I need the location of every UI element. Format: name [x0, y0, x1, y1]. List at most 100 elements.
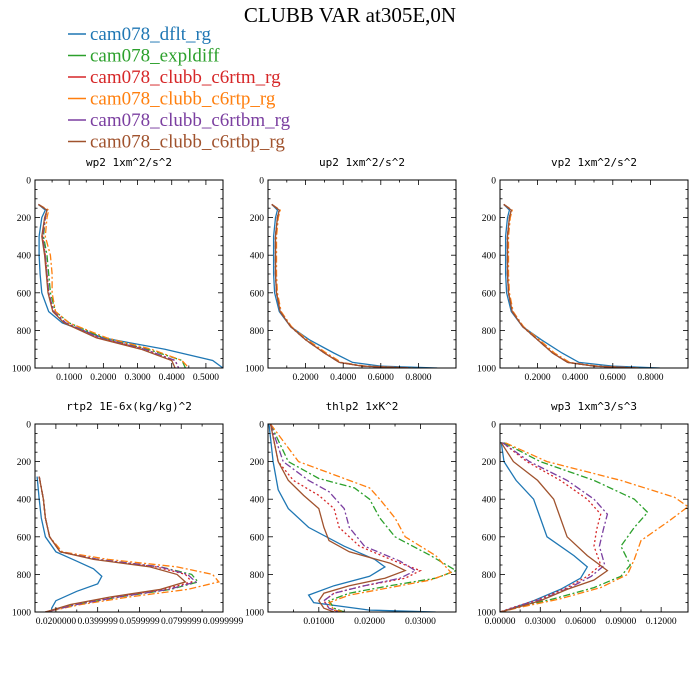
x-tick-label: 0.12000 — [646, 617, 677, 627]
legend-label: cam078_dflt_rg — [90, 24, 212, 45]
chart-panel: vp2 1xm^2/s^2 0 200 400 600 800 1000 0.2000 0.40… — [477, 156, 689, 383]
y-tick-label: 1000 — [245, 609, 264, 619]
y-tick-label: 600 — [17, 533, 32, 543]
legend-label: cam078_clubb_c6rtp_rg — [90, 89, 276, 110]
y-tick-label: 400 — [250, 496, 265, 506]
figure-title: CLUBB VAR at305E,0N — [244, 3, 456, 27]
x-tick-label: 0.4000 — [330, 373, 356, 383]
series-line — [37, 203, 223, 368]
series-line — [38, 203, 180, 368]
legend-label: cam078_expldiff — [90, 46, 220, 67]
x-tick-label: 0.1000 — [56, 373, 82, 383]
chart-panel: up2 1xm^2/s^2 0 200 400 600 800 1000 0.2000 0.40… — [245, 156, 457, 383]
plot-frame — [499, 179, 689, 369]
panel-title: up2 1xm^2/s^2 — [319, 156, 405, 169]
y-tick-label: 400 — [482, 252, 497, 262]
x-tick-label: 0.06000 — [565, 617, 596, 627]
series-line — [500, 442, 688, 612]
plot-frame — [34, 423, 224, 613]
legend: cam078_dflt_rgcam078_expldiffcam078_club… — [68, 24, 291, 153]
series-line — [271, 203, 410, 368]
x-tick-label: 0.8000 — [405, 373, 431, 383]
chart-panels: wp2 1xm^2/s^2 0 200 400 600 800 1000 0.1000 0.20… — [12, 156, 689, 627]
y-tick-label: 200 — [250, 458, 265, 468]
x-tick-label: 0.03000 — [405, 617, 436, 627]
x-tick-label: 0.2000 — [90, 373, 116, 383]
series-line — [503, 203, 660, 368]
series-line — [38, 203, 190, 368]
y-tick-label: 1000 — [477, 365, 496, 375]
series-line — [500, 442, 589, 612]
y-tick-label: 1000 — [12, 365, 31, 375]
y-tick-label: 200 — [17, 458, 32, 468]
chart-panel: wp2 1xm^2/s^2 0 200 400 600 800 1000 0.1000 0.20… — [12, 156, 224, 383]
y-tick-label: 600 — [250, 289, 265, 299]
y-tick-label: 800 — [482, 571, 497, 581]
y-tick-label: 1000 — [477, 609, 496, 619]
plot-frame — [499, 423, 689, 613]
panel-title: wp3 1xm^3/s^3 — [551, 400, 637, 413]
x-tick-label: 0.0599999 — [119, 617, 160, 627]
legend-label: cam078_clubb_c6rtbm_rg — [90, 110, 291, 131]
x-tick-label: 0.0399999 — [77, 617, 118, 627]
series-line — [38, 476, 220, 612]
series-line — [269, 424, 456, 612]
series-line — [500, 442, 609, 612]
y-tick-label: 0 — [26, 177, 31, 187]
y-tick-label: 200 — [250, 214, 265, 224]
series-line — [500, 442, 609, 612]
y-tick-label: 800 — [250, 571, 265, 581]
series-line — [38, 203, 180, 368]
x-tick-label: 0.09000 — [605, 617, 636, 627]
y-tick-label: 800 — [17, 571, 32, 581]
series-line — [503, 203, 636, 368]
series-line — [38, 476, 200, 612]
legend-label: cam078_clubb_c6rtbp_rg — [90, 132, 285, 153]
series-line — [268, 424, 436, 612]
series-line — [271, 203, 410, 368]
y-tick-label: 800 — [482, 327, 497, 337]
series-line — [38, 476, 198, 612]
x-tick-label: 0.8000 — [637, 373, 663, 383]
y-tick-label: 400 — [17, 496, 32, 506]
y-tick-label: 0 — [259, 177, 264, 187]
x-tick-label: 0.0999999 — [203, 617, 244, 627]
panel-title: rtp2 1E-6x(kg/kg)^2 — [66, 400, 192, 413]
series-line — [38, 203, 186, 368]
series-line — [38, 203, 176, 368]
plot-frame — [34, 179, 224, 369]
x-tick-label: 0.6000 — [368, 373, 394, 383]
x-tick-label: 0.0200000 — [36, 617, 77, 627]
y-tick-label: 0 — [26, 421, 31, 431]
x-tick-label: 0.4000 — [159, 373, 185, 383]
y-tick-label: 0 — [259, 421, 264, 431]
y-tick-label: 1000 — [12, 609, 31, 619]
series-line — [503, 203, 636, 368]
x-tick-label: 0.4000 — [562, 373, 588, 383]
x-tick-label: 0.5000 — [193, 373, 219, 383]
chart-panel: thlp2 1xK^2 0 200 400 600 800 1000 0.01000 0.020… — [245, 400, 457, 627]
chart-panel: rtp2 1E-6x(kg/kg)^2 0 200 400 600 800 1000 0.02… — [12, 400, 243, 627]
y-tick-label: 400 — [482, 496, 497, 506]
x-tick-label: 0.03000 — [525, 617, 556, 627]
x-tick-label: 0.02000 — [354, 617, 385, 627]
y-tick-label: 400 — [17, 252, 32, 262]
x-tick-label: 0.00000 — [485, 617, 516, 627]
legend-label: cam078_clubb_c6rtm_rg — [90, 67, 281, 88]
series-line — [271, 203, 438, 368]
series-line — [269, 424, 417, 612]
plot-frame — [267, 423, 457, 613]
x-tick-label: 0.6000 — [600, 373, 626, 383]
series-line — [38, 476, 193, 612]
y-tick-label: 600 — [482, 289, 497, 299]
series-line — [271, 203, 410, 368]
y-tick-label: 400 — [250, 252, 265, 262]
y-tick-label: 0 — [491, 177, 496, 187]
x-tick-label: 0.2000 — [293, 373, 319, 383]
series-line — [269, 424, 453, 612]
series-line — [500, 442, 602, 612]
y-tick-label: 800 — [17, 327, 32, 337]
x-tick-label: 0.01000 — [303, 617, 334, 627]
series-line — [38, 476, 187, 612]
